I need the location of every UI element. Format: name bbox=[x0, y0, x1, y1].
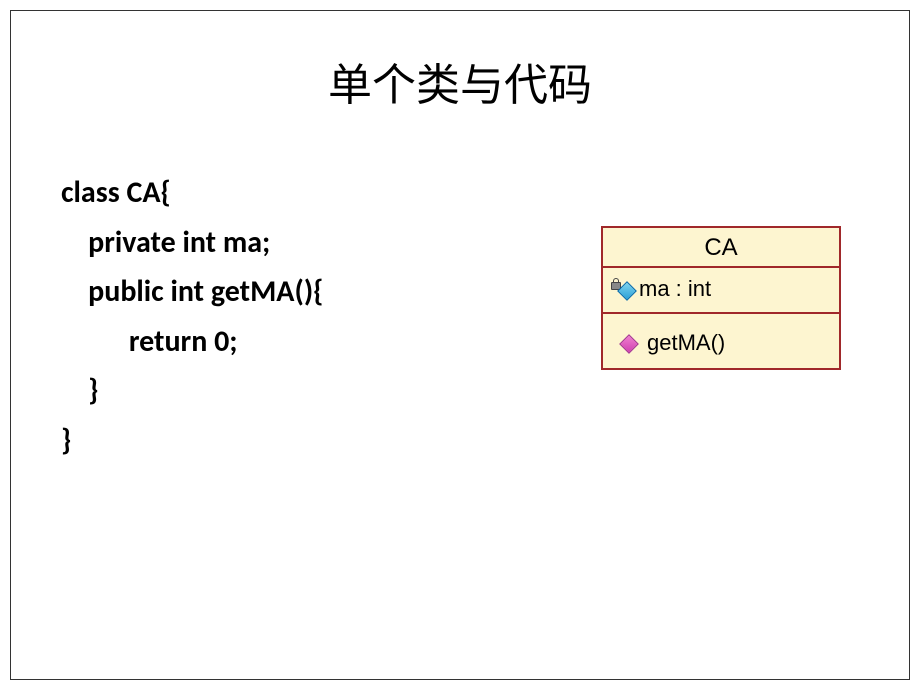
uml-attribute-section: ma : int bbox=[603, 268, 839, 314]
public-method-icon bbox=[619, 332, 643, 354]
slide-title: 单个类与代码 bbox=[11, 11, 909, 113]
private-attribute-icon bbox=[609, 277, 637, 301]
code-line-3: public int getMA(){ bbox=[61, 267, 531, 317]
uml-method-section: getMA() bbox=[603, 314, 839, 368]
code-line-6: } bbox=[61, 416, 531, 466]
code-block: class CA{ private int ma; public int get… bbox=[61, 168, 531, 465]
uml-class-name: CA bbox=[603, 228, 839, 268]
code-line-5: } bbox=[61, 366, 531, 416]
uml-attribute-text: ma : int bbox=[639, 276, 711, 302]
code-line-2: private int ma; bbox=[61, 218, 531, 268]
uml-method-text: getMA() bbox=[647, 330, 725, 356]
code-line-4: return 0; bbox=[61, 317, 531, 367]
slide-container: 单个类与代码 class CA{ private int ma; public … bbox=[10, 10, 910, 680]
uml-diagram: CA ma : int getMA() bbox=[601, 226, 841, 465]
uml-class-box: CA ma : int getMA() bbox=[601, 226, 841, 370]
content-row: class CA{ private int ma; public int get… bbox=[11, 168, 909, 465]
code-line-1: class CA{ bbox=[61, 168, 531, 218]
